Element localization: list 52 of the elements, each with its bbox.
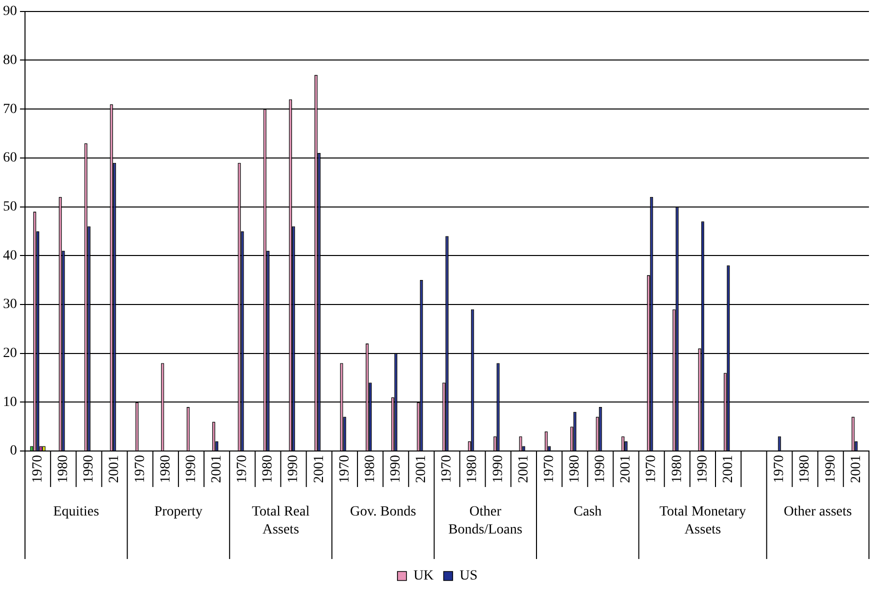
x-tick-label: 1980 bbox=[798, 455, 813, 483]
x-tick-label: 2001 bbox=[516, 455, 532, 483]
x-tick-label: 1970 bbox=[542, 455, 557, 483]
x-tick-label: 2001 bbox=[720, 455, 736, 483]
x-tick-label: 1990 bbox=[82, 455, 97, 483]
x-tick-label: 2001 bbox=[107, 455, 122, 483]
x-tick-label: 2001 bbox=[848, 455, 864, 483]
x-tick-label: 1990 bbox=[695, 455, 710, 483]
x-tick-label: 1970 bbox=[235, 455, 250, 483]
x-tick-label: 1970 bbox=[132, 455, 148, 483]
text: Other assets bbox=[784, 504, 852, 520]
y-tick-label: 50 bbox=[3, 199, 17, 214]
x-tick-label: 1970 bbox=[440, 455, 455, 483]
x-tick-label: 1980 bbox=[158, 455, 174, 483]
x-tick-label: 1970 bbox=[644, 455, 660, 483]
text: Other Bonds/Loans bbox=[448, 504, 522, 538]
x-tick-label: 1980 bbox=[568, 455, 583, 483]
y-tick-label: 80 bbox=[3, 52, 17, 68]
text: Total Monetary Assets bbox=[659, 504, 746, 538]
text: Equities bbox=[53, 504, 100, 520]
x-tick-label: 1990 bbox=[490, 455, 506, 483]
y-tick-label: 60 bbox=[3, 150, 17, 166]
x-tick-label: 1980 bbox=[465, 455, 480, 483]
x-tick-label: 1990 bbox=[823, 455, 838, 483]
x-tick-label: 1980 bbox=[362, 455, 378, 483]
x-tick-label: 1980 bbox=[260, 455, 276, 483]
text: Total Real Assets bbox=[252, 504, 310, 538]
y-tick-label: 90 bbox=[3, 4, 17, 20]
y-tick-label: 40 bbox=[3, 248, 17, 264]
y-tick-label: 10 bbox=[3, 394, 17, 410]
y-tick-label: 20 bbox=[3, 346, 17, 361]
x-tick-label: 1970 bbox=[772, 455, 788, 483]
text: Property bbox=[154, 504, 203, 520]
x-tick-label: 1970 bbox=[337, 455, 352, 483]
y-tick-label: 70 bbox=[3, 102, 17, 117]
legend-label: US bbox=[460, 568, 478, 584]
x-tick-label: 2001 bbox=[618, 455, 634, 483]
x-tick-label: 1990 bbox=[388, 455, 404, 483]
x-tick-label: 1980 bbox=[670, 455, 685, 483]
x-tick-label: 1980 bbox=[56, 455, 72, 483]
y-tick-label: 30 bbox=[3, 297, 17, 312]
x-tick-label: 1990 bbox=[593, 455, 608, 483]
y-tick-label: 0 bbox=[10, 444, 17, 459]
x-tick-label: 2001 bbox=[312, 455, 327, 483]
x-tick-label: 1970 bbox=[30, 455, 46, 483]
x-tick-label: 1990 bbox=[286, 455, 302, 483]
x-tick-label: 1990 bbox=[184, 455, 199, 483]
x-tick-label: 2001 bbox=[209, 455, 224, 483]
legend-label: UK bbox=[413, 568, 434, 584]
x-tick-label: 2001 bbox=[414, 455, 430, 483]
text: Cash bbox=[574, 504, 602, 520]
text: Gov. Bonds bbox=[350, 504, 416, 520]
